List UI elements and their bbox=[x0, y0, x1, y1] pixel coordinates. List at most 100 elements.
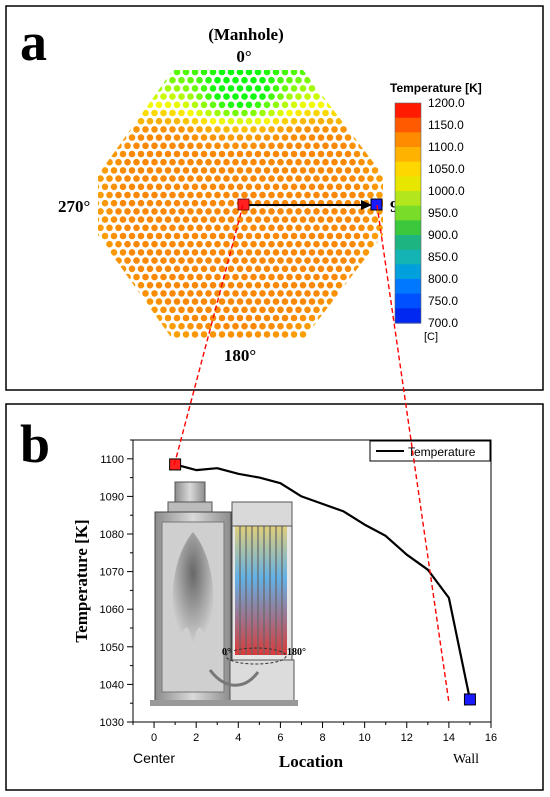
temperature-dot bbox=[124, 191, 131, 199]
temperature-dot bbox=[223, 126, 230, 133]
temperature-dot bbox=[335, 281, 343, 289]
temperature-dot bbox=[128, 216, 136, 223]
temperature-dot bbox=[241, 191, 248, 199]
temperature-dot bbox=[371, 183, 379, 191]
temperature-dot bbox=[295, 126, 302, 133]
temperature-dot bbox=[101, 167, 109, 174]
temperature-dot bbox=[155, 281, 163, 289]
temperature-dot bbox=[223, 306, 230, 314]
temperature-dot bbox=[317, 167, 325, 174]
temperature-dot bbox=[290, 298, 298, 305]
temperature-dot bbox=[214, 142, 221, 150]
temperature-dot bbox=[299, 183, 307, 191]
temperature-dot bbox=[200, 249, 208, 256]
temperature-line-chart: 0 2 4 6 8 10 12 14 16 10301040105010601070108010… bbox=[72, 439, 497, 771]
colorbar-tick-label: 1000.0 bbox=[428, 184, 465, 198]
temperature-dot bbox=[268, 290, 275, 297]
temperature-dot bbox=[164, 298, 172, 305]
temperature-dot bbox=[101, 232, 109, 240]
temperature-dot bbox=[200, 265, 208, 273]
temperature-dot bbox=[331, 175, 338, 182]
temperature-dot bbox=[101, 216, 109, 223]
x-tick-label: 16 bbox=[485, 732, 497, 744]
temperature-dot bbox=[277, 257, 284, 264]
temperature-dot bbox=[277, 109, 284, 117]
temperature-dot bbox=[308, 314, 316, 322]
temperature-dot bbox=[227, 314, 235, 322]
temperature-dot bbox=[155, 117, 163, 125]
temperature-dot bbox=[106, 175, 113, 182]
temperature-dot bbox=[196, 109, 203, 117]
temperature-dot bbox=[290, 314, 298, 322]
temperature-dot bbox=[209, 265, 217, 273]
temperature-dot bbox=[259, 257, 266, 264]
colorbar-tick-label: 950.0 bbox=[428, 206, 458, 220]
temperature-dot bbox=[281, 232, 289, 240]
temperature-dot bbox=[232, 257, 239, 264]
temperature-dot bbox=[353, 183, 361, 191]
temperature-dot bbox=[353, 232, 361, 240]
temperature-dot bbox=[245, 117, 253, 125]
temperature-dot bbox=[98, 208, 104, 215]
temperature-dot bbox=[299, 85, 307, 92]
temperature-dot bbox=[308, 249, 316, 256]
temperature-dot bbox=[160, 93, 167, 100]
colorbar-tick-labels: 1200.0 1150.0 1100.0 1050.0 1000.0 950.0 900.0… bbox=[428, 96, 465, 330]
temperature-dot bbox=[241, 126, 248, 133]
temperature-dot bbox=[317, 216, 325, 223]
temperature-dot bbox=[223, 240, 230, 248]
temperature-dot bbox=[299, 249, 307, 256]
temperature-dot bbox=[263, 167, 271, 174]
temperature-dot bbox=[164, 199, 172, 207]
temperature-dot bbox=[227, 298, 235, 305]
temperature-dot bbox=[128, 249, 136, 256]
temperature-dot bbox=[223, 175, 230, 182]
temperature-dot bbox=[200, 167, 208, 174]
temperature-dot bbox=[331, 126, 338, 133]
temperature-dot bbox=[137, 117, 145, 125]
temperature-dot bbox=[286, 257, 293, 264]
temperature-dot bbox=[250, 126, 257, 133]
x-tick-label: 14 bbox=[443, 732, 455, 744]
connector-center bbox=[173, 204, 244, 467]
temperature-dot bbox=[286, 191, 293, 199]
temperature-dot bbox=[272, 216, 280, 223]
colorbar-segment bbox=[395, 103, 421, 119]
temperature-dot bbox=[182, 85, 190, 92]
temperature-dot bbox=[196, 158, 203, 166]
temperature-dot bbox=[308, 265, 316, 273]
y-tick-label: 1060 bbox=[100, 604, 124, 616]
temperature-dot bbox=[281, 101, 289, 109]
temperature-dot bbox=[115, 208, 122, 215]
temperature-dot bbox=[290, 281, 298, 289]
temperature-dot bbox=[313, 290, 320, 297]
temperature-dot bbox=[205, 158, 212, 166]
temperature-dot bbox=[268, 126, 275, 133]
temperature-dot bbox=[133, 240, 140, 248]
temperature-dot bbox=[187, 191, 194, 199]
temperature-dot bbox=[115, 240, 122, 248]
temperature-dot bbox=[263, 331, 271, 338]
temperature-dot bbox=[317, 101, 325, 109]
temperature-dot bbox=[245, 101, 253, 109]
temperature-dot bbox=[182, 314, 190, 322]
temperature-dot bbox=[205, 322, 212, 330]
temperature-dot bbox=[299, 281, 307, 289]
temperature-dot bbox=[290, 167, 298, 174]
temperature-dot bbox=[326, 117, 334, 125]
temperature-dot bbox=[209, 183, 217, 191]
temperature-dot bbox=[182, 265, 190, 273]
temperature-dot bbox=[187, 158, 194, 166]
temperature-dot bbox=[286, 109, 293, 117]
temperature-dot bbox=[232, 109, 239, 117]
temperature-dot bbox=[119, 249, 127, 256]
temperature-dot bbox=[142, 224, 149, 232]
x-tick-label: 8 bbox=[319, 732, 325, 744]
temperature-dot bbox=[299, 232, 307, 240]
temperature-dot bbox=[254, 281, 262, 289]
temperature-dot bbox=[272, 265, 280, 273]
temperature-dot bbox=[173, 232, 181, 240]
temperature-dot bbox=[236, 117, 244, 125]
temperature-dot bbox=[218, 167, 226, 174]
temperature-dot bbox=[236, 265, 244, 273]
